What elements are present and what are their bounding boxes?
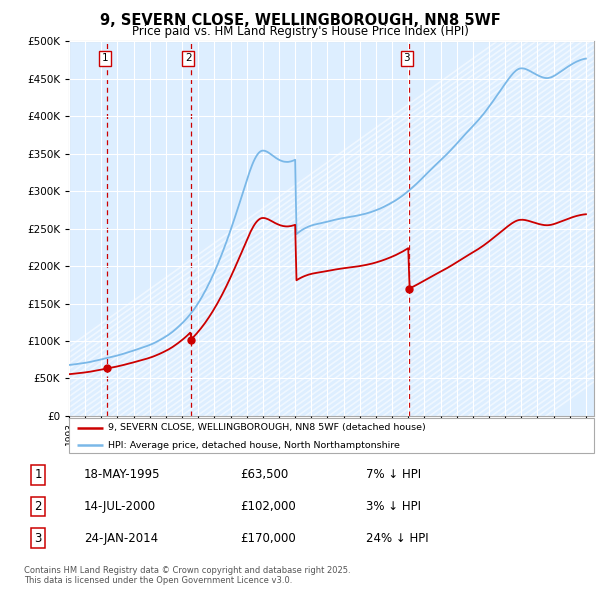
Text: 9, SEVERN CLOSE, WELLINGBOROUGH, NN8 5WF (detached house): 9, SEVERN CLOSE, WELLINGBOROUGH, NN8 5WF… <box>109 423 426 432</box>
Text: 2: 2 <box>35 500 42 513</box>
Text: £63,500: £63,500 <box>241 468 289 481</box>
Text: 3: 3 <box>403 53 410 63</box>
Text: £102,000: £102,000 <box>241 500 296 513</box>
Text: 18-MAY-1995: 18-MAY-1995 <box>84 468 160 481</box>
Text: Price paid vs. HM Land Registry's House Price Index (HPI): Price paid vs. HM Land Registry's House … <box>131 25 469 38</box>
Text: 2: 2 <box>185 53 191 63</box>
Text: 7% ↓ HPI: 7% ↓ HPI <box>366 468 421 481</box>
Text: £170,000: £170,000 <box>241 532 296 545</box>
Text: 1: 1 <box>35 468 42 481</box>
Text: 3: 3 <box>35 532 42 545</box>
Text: 24% ↓ HPI: 24% ↓ HPI <box>366 532 428 545</box>
Text: 14-JUL-2000: 14-JUL-2000 <box>84 500 156 513</box>
Text: HPI: Average price, detached house, North Northamptonshire: HPI: Average price, detached house, Nort… <box>109 441 400 450</box>
FancyBboxPatch shape <box>69 418 594 453</box>
Text: 9, SEVERN CLOSE, WELLINGBOROUGH, NN8 5WF: 9, SEVERN CLOSE, WELLINGBOROUGH, NN8 5WF <box>100 13 500 28</box>
Text: 3% ↓ HPI: 3% ↓ HPI <box>366 500 421 513</box>
Text: 1: 1 <box>101 53 108 63</box>
Text: 24-JAN-2014: 24-JAN-2014 <box>84 532 158 545</box>
Text: Contains HM Land Registry data © Crown copyright and database right 2025.
This d: Contains HM Land Registry data © Crown c… <box>24 566 350 585</box>
